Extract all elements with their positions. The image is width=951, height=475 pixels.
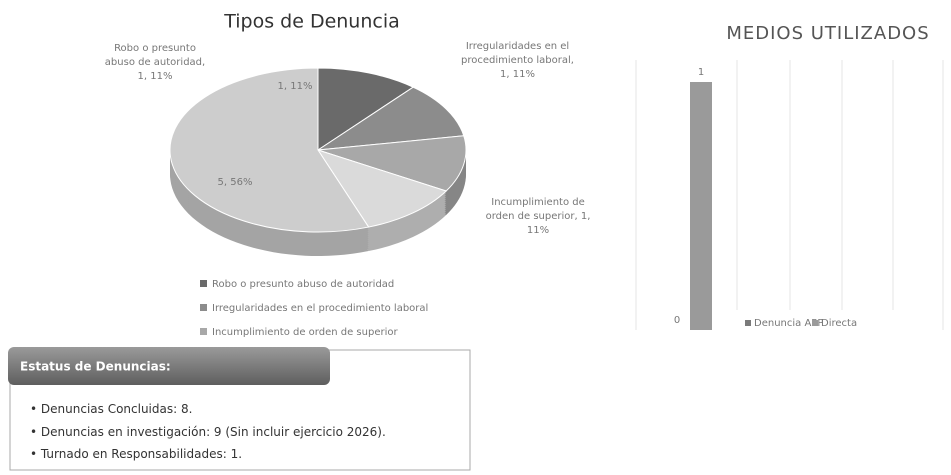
legend-swatch — [745, 320, 751, 326]
legend-swatch — [200, 328, 207, 335]
data-label: Irregularidades en el procedimiento labo… — [461, 41, 574, 80]
bar — [690, 82, 712, 330]
data-label: 0 — [674, 315, 680, 326]
legend-label: Denuncia APP — [754, 318, 823, 329]
status-item: Turnado en Responsabilidades: 1. — [30, 447, 242, 461]
data-label: 1 — [698, 67, 704, 78]
status-item: Denuncias Concluidas: 8. — [30, 402, 193, 416]
bar-title: MEDIOS UTILIZADOS — [726, 23, 929, 44]
pie-slice — [316, 149, 448, 228]
data-label: Incumplimiento de orden de superior, 1, … — [485, 197, 591, 236]
data-label: Robo o presunto abuso de autoridad, 1, 1… — [104, 43, 206, 82]
status-title: Estatus de Denuncias: — [20, 360, 171, 374]
legend-swatch — [200, 280, 207, 287]
pie-title: Tipos de Denuncia — [223, 11, 400, 33]
bar-decoration — [635, 60, 944, 330]
data-label: 5, 56% — [217, 177, 253, 188]
pie-slice — [317, 135, 467, 192]
legend-label: Incumplimiento de orden de superior — [212, 327, 398, 338]
legend-label: Robo o presunto abuso de autoridad — [212, 279, 394, 290]
pie-slice — [317, 86, 465, 151]
legend-swatch — [200, 304, 207, 311]
pie-slice — [317, 67, 415, 151]
legend-label: Directa — [821, 318, 857, 329]
pie-slice — [169, 67, 370, 233]
status-header — [8, 347, 330, 385]
data-label: 1, 11% — [277, 81, 313, 92]
legend-label: Irregularidades en el procedimiento labo… — [212, 303, 428, 314]
status-item: Denuncias en investigación: 9 (Sin inclu… — [30, 425, 386, 439]
legend-swatch — [812, 320, 818, 326]
